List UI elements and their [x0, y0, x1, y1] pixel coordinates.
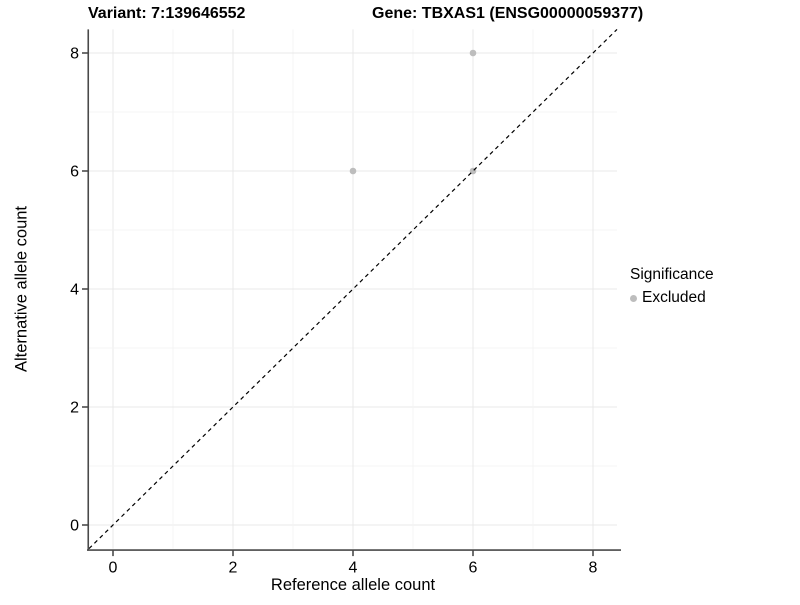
identity-reference-line — [88, 28, 618, 550]
x-tick-label: 8 — [589, 560, 598, 577]
y-tick-label: 8 — [70, 46, 79, 63]
y-tick-label: 0 — [70, 518, 79, 535]
x-tick-label: 2 — [229, 560, 238, 577]
legend-title: Significance — [630, 266, 714, 283]
legend-item-label: Excluded — [642, 289, 706, 306]
x-tick-label: 6 — [469, 560, 478, 577]
y-tick-label: 6 — [70, 164, 79, 181]
plot-title-gene: Gene: TBXAS1 (ENSG00000059377) — [372, 5, 644, 22]
legend-point-icon — [630, 294, 637, 302]
x-axis-title: Reference allele count — [270, 576, 436, 594]
y-axis-title: Alternative allele count — [12, 205, 31, 373]
x-tick-label: 4 — [349, 560, 358, 577]
legend-item-excluded: Excluded — [630, 289, 714, 307]
data-point — [349, 167, 357, 175]
data-point — [469, 49, 477, 57]
x-tick-label: 0 — [109, 560, 118, 577]
legend: Significance Excluded — [630, 266, 714, 307]
y-tick-label: 4 — [70, 282, 79, 299]
y-tick-label: 2 — [70, 400, 79, 417]
plot-title-variant: Variant: 7:139646552 — [88, 5, 246, 22]
